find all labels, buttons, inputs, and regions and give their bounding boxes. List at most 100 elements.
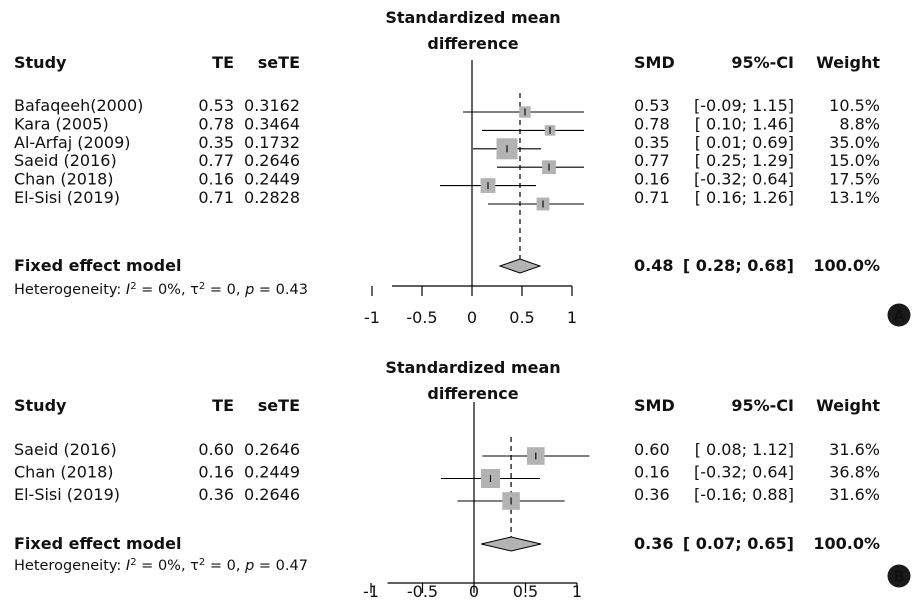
x-tick-label: 0 <box>469 582 479 601</box>
heterogeneity-part: τ <box>190 282 199 298</box>
study-name: Saeid (2016) <box>14 440 117 459</box>
fixed-effect-label: Fixed effect model <box>14 256 181 275</box>
study-smd: 0.16 <box>634 463 670 482</box>
study-ci: [-0.32; 0.64] <box>694 170 794 189</box>
fixed-effect-smd: 0.48 <box>634 256 673 275</box>
study-weight: 10.5% <box>829 96 880 115</box>
x-tick-label: 1 <box>567 308 577 327</box>
study-ci: [-0.09; 1.15] <box>694 96 794 115</box>
heterogeneity-part: = 0, <box>205 558 245 574</box>
study-weight: 35.0% <box>829 133 880 152</box>
study-sete: 0.2828 <box>244 188 300 207</box>
x-tick-label: -1 <box>363 582 379 601</box>
heterogeneity-part: I <box>126 282 130 298</box>
heterogeneity-part: = 0%, <box>137 558 191 574</box>
heterogeneity-part: p <box>244 558 254 574</box>
x-tick-label: -0.5 <box>406 308 437 327</box>
study-name: Saeid (2016) <box>14 151 117 170</box>
study-sete: 0.3464 <box>244 114 300 133</box>
study-name: Chan (2018) <box>14 463 114 482</box>
study-name: El-Sisi (2019) <box>14 188 120 207</box>
study-sete: 0.2646 <box>244 485 300 504</box>
study-ci: [ 0.25; 1.29] <box>695 151 794 170</box>
study-te: 0.60 <box>198 440 234 459</box>
heterogeneity-part: 2 <box>130 557 136 568</box>
column-header-smd: SMD <box>634 396 675 415</box>
axis-title-line2: difference <box>427 384 518 403</box>
study-ci: [ 0.10; 1.46] <box>695 114 794 133</box>
study-ci: [ 0.01; 0.69] <box>695 133 794 152</box>
heterogeneity-part: p <box>244 282 254 298</box>
study-ci: [ 0.16; 1.26] <box>695 188 794 207</box>
column-header-smd: SMD <box>634 53 675 72</box>
study-ci: [-0.32; 0.64] <box>694 463 794 482</box>
study-smd: 0.36 <box>634 485 670 504</box>
forest-panel-b: Standardized mean difference Study TE seTE SM… <box>14 358 911 601</box>
study-name: Al-Arfaj (2009) <box>14 133 131 152</box>
heterogeneity-part: = 0%, <box>137 282 191 298</box>
panel-badge-label: B <box>893 568 904 586</box>
fixed-effect-weight: 100.0% <box>813 256 880 275</box>
study-sete: 0.3162 <box>244 96 300 115</box>
column-header-weight: Weight <box>816 396 880 415</box>
study-smd: 0.60 <box>634 440 670 459</box>
study-te: 0.16 <box>198 463 234 482</box>
heterogeneity-part: 2 <box>199 281 205 292</box>
x-tick-label: -1 <box>364 308 380 327</box>
study-smd: 0.53 <box>634 96 670 115</box>
panel-badge <box>887 564 911 588</box>
column-header-study: Study <box>14 53 67 72</box>
x-tick-label: 0 <box>467 308 477 327</box>
axis-title-line2: difference <box>427 34 518 53</box>
study-smd: 0.71 <box>634 188 670 207</box>
study-weight: 31.6% <box>829 485 880 504</box>
heterogeneity-part: 2 <box>130 281 136 292</box>
heterogeneity-part: = 0.43 <box>254 282 308 298</box>
heterogeneity-part: I <box>126 558 130 574</box>
study-weight: 36.8% <box>829 463 880 482</box>
study-sete: 0.1732 <box>244 133 300 152</box>
column-header-study: Study <box>14 396 67 415</box>
study-te: 0.71 <box>198 188 234 207</box>
column-header-ci: 95%-CI <box>731 396 794 415</box>
column-header-sete: seTE <box>258 53 300 72</box>
study-smd: 0.77 <box>634 151 670 170</box>
study-smd: 0.35 <box>634 133 670 152</box>
column-header-te: TE <box>212 396 234 415</box>
fixed-effect-weight: 100.0% <box>813 534 880 553</box>
study-te: 0.78 <box>198 114 234 133</box>
panel-badge <box>887 303 911 327</box>
x-tick-label: 0.5 <box>509 308 534 327</box>
fixed-effect-diamond <box>481 536 542 552</box>
study-sete: 0.2646 <box>244 440 300 459</box>
study-name: Chan (2018) <box>14 170 114 189</box>
study-smd: 0.78 <box>634 114 670 133</box>
heterogeneity-part: τ <box>190 558 199 574</box>
study-weight: 13.1% <box>829 188 880 207</box>
heterogeneity-text: Heterogeneity: I2 = 0%, τ2 = 0, p = 0.43 <box>14 281 308 299</box>
heterogeneity-part: Heterogeneity: <box>14 558 126 574</box>
column-header-te: TE <box>212 53 234 72</box>
x-tick-label: -0.5 <box>407 582 438 601</box>
forest-panel-a: Standardized mean difference Study TE seTE SM… <box>14 8 911 327</box>
column-header-sete: seTE <box>258 396 300 415</box>
fixed-effect-diamond <box>498 258 542 274</box>
fixed-effect-smd: 0.36 <box>634 534 673 553</box>
x-tick-label: 1 <box>572 582 582 601</box>
axis-title-line1: Standardized mean <box>385 358 560 377</box>
study-te: 0.36 <box>198 485 234 504</box>
x-tick-label: 0.5 <box>513 582 538 601</box>
study-smd: 0.16 <box>634 170 670 189</box>
study-weight: 17.5% <box>829 170 880 189</box>
column-header-weight: Weight <box>816 53 880 72</box>
heterogeneity-part: = 0.47 <box>254 558 308 574</box>
heterogeneity-part: Heterogeneity: <box>14 282 126 298</box>
column-header-ci: 95%-CI <box>731 53 794 72</box>
study-weight: 8.8% <box>839 114 880 133</box>
fixed-effect-ci: [ 0.07; 0.65] <box>683 534 794 553</box>
study-te: 0.16 <box>198 170 234 189</box>
study-weight: 15.0% <box>829 151 880 170</box>
study-sete: 0.2646 <box>244 151 300 170</box>
study-te: 0.53 <box>198 96 234 115</box>
study-ci: [ 0.08; 1.12] <box>695 440 794 459</box>
